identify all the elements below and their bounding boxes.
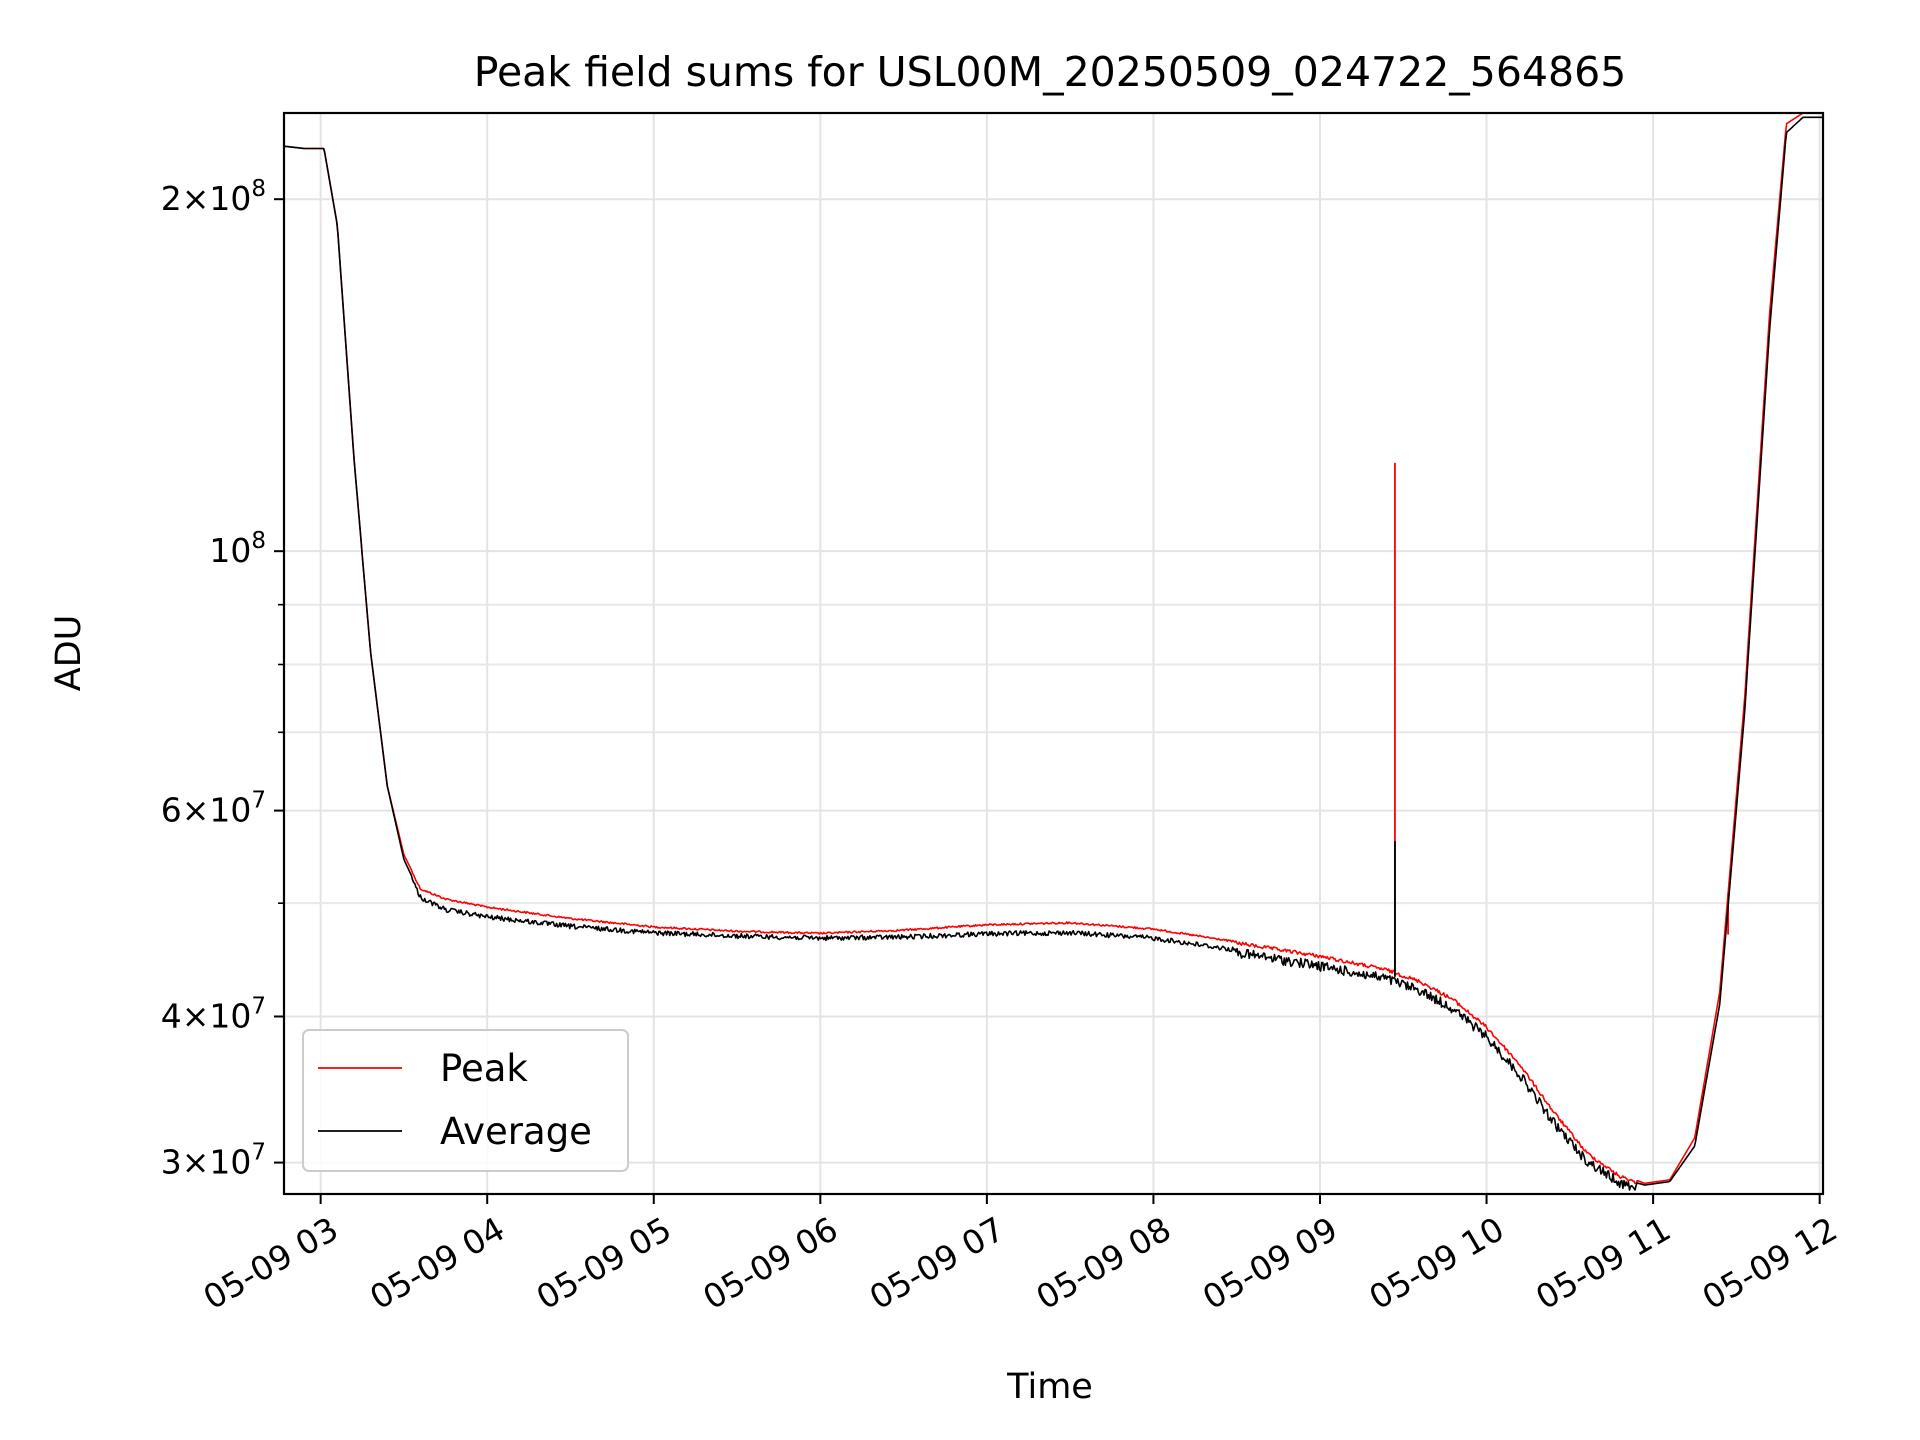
legend-peak-label: Peak <box>440 1047 528 1090</box>
y-tick-exponent: 7 <box>251 788 266 814</box>
x-axis-label: Time <box>1006 1367 1093 1407</box>
y-tick-exponent: 7 <box>251 993 266 1019</box>
legend: Peak Average <box>302 1029 629 1172</box>
y-tick-mantissa: 2 <box>161 179 182 218</box>
y-tick-base: 10 <box>209 996 251 1035</box>
y-tick-label: 2×108 <box>161 176 266 218</box>
y-tick-base: 10 <box>209 791 251 830</box>
y-tick-exponent: 8 <box>251 528 266 554</box>
plot-frame <box>282 111 1825 1196</box>
y-tick-mantissa: 4 <box>161 996 182 1035</box>
y-axis-label: ADU <box>49 615 89 692</box>
series-average-line <box>284 116 1823 1191</box>
y-tick-times: × <box>182 996 210 1035</box>
y-tick-base: 10 <box>209 179 251 218</box>
grid <box>284 113 1823 1194</box>
y-tick-label: 108 <box>209 528 266 570</box>
legend-box <box>302 1029 629 1172</box>
y-tick-times: × <box>182 791 210 830</box>
axes-frame <box>282 111 1825 1196</box>
series-layer <box>284 113 1823 1191</box>
y-tick-mantissa: 6 <box>161 791 182 830</box>
chart-title: Peak field sums for USL00M_20250509_0247… <box>474 48 1627 96</box>
y-tick-label: 3×107 <box>161 1140 266 1182</box>
y-tick-times: × <box>182 179 210 218</box>
y-tick-base: 10 <box>209 531 251 570</box>
y-tick-times: × <box>182 1143 210 1182</box>
series-average <box>284 116 1823 1191</box>
y-tick-base: 10 <box>209 1143 251 1182</box>
y-tick-label: 4×107 <box>161 993 266 1035</box>
y-tick-mantissa: 3 <box>161 1143 182 1182</box>
y-tick-exponent: 7 <box>251 1140 266 1166</box>
legend-average-label: Average <box>440 1110 592 1153</box>
y-tick-exponent: 8 <box>251 176 266 202</box>
series-peak-line <box>284 113 1823 1185</box>
y-tick-label: 6×107 <box>161 788 266 830</box>
